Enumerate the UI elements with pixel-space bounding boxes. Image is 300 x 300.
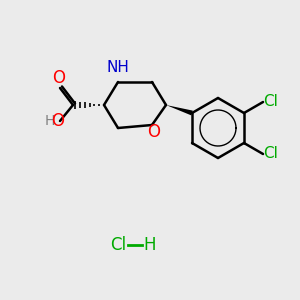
Polygon shape: [166, 105, 193, 116]
Text: O: O: [52, 112, 64, 130]
Text: O: O: [52, 69, 65, 87]
Text: O: O: [148, 123, 160, 141]
Text: H: H: [144, 236, 156, 254]
Text: Cl: Cl: [264, 146, 278, 161]
Text: H: H: [45, 114, 55, 128]
Text: Cl: Cl: [110, 236, 126, 254]
Text: NH: NH: [106, 61, 129, 76]
Text: Cl: Cl: [264, 94, 278, 110]
